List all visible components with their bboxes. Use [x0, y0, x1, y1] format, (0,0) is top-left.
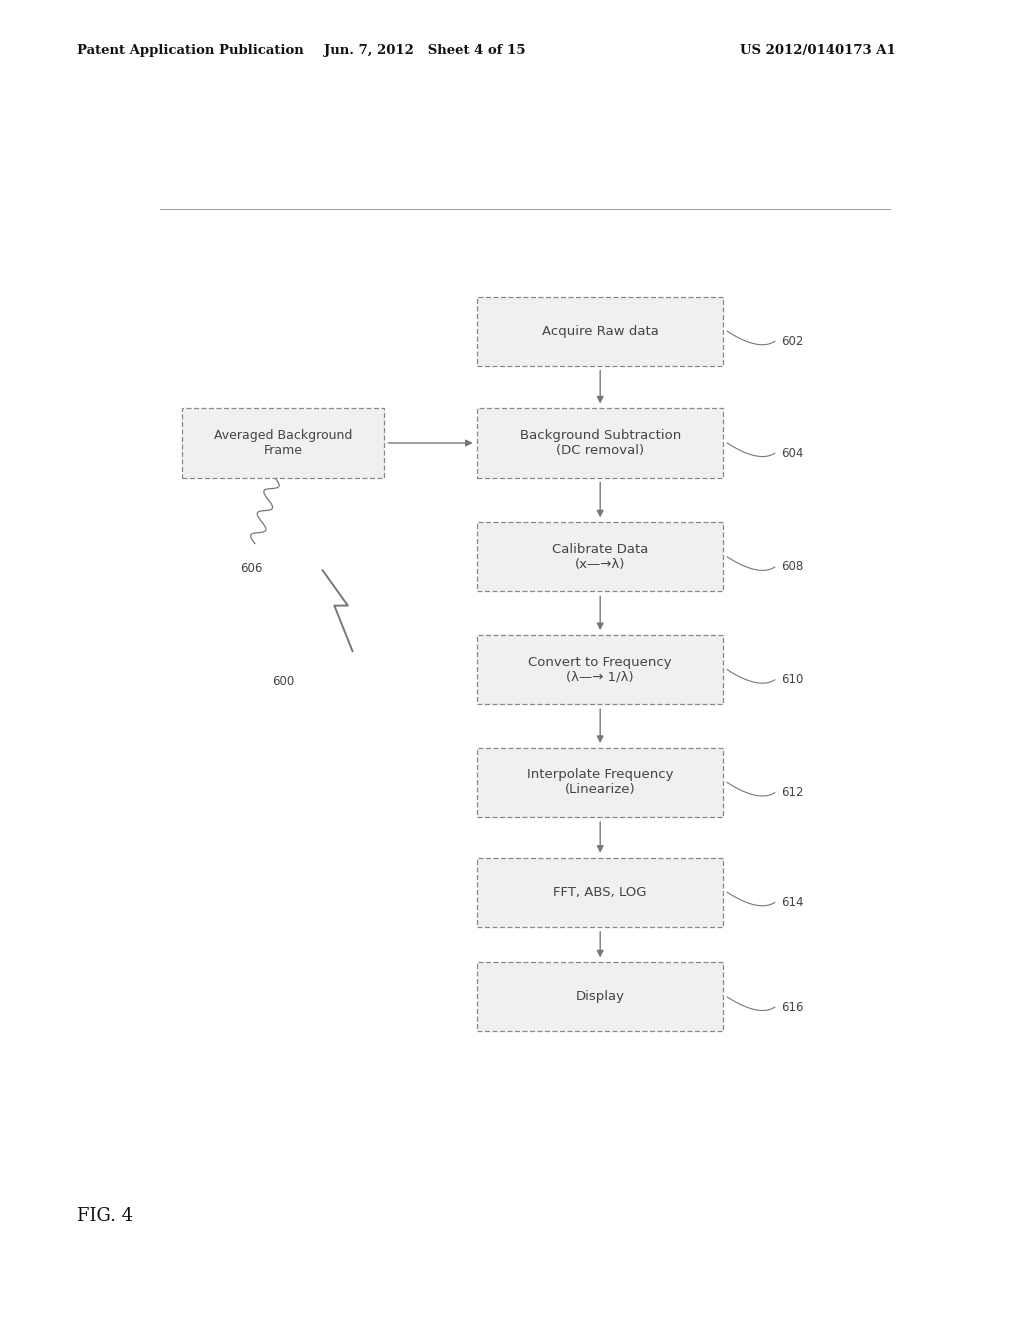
- Text: Jun. 7, 2012   Sheet 4 of 15: Jun. 7, 2012 Sheet 4 of 15: [325, 44, 525, 57]
- Text: 614: 614: [781, 896, 804, 909]
- Text: Acquire Raw data: Acquire Raw data: [542, 325, 658, 338]
- Text: 606: 606: [240, 562, 262, 576]
- Text: Background Subtraction
(DC removal): Background Subtraction (DC removal): [519, 429, 681, 457]
- FancyBboxPatch shape: [181, 408, 384, 478]
- Text: 610: 610: [781, 673, 804, 686]
- Text: 604: 604: [781, 446, 804, 459]
- Text: 608: 608: [781, 561, 804, 573]
- Text: Averaged Background
Frame: Averaged Background Frame: [214, 429, 352, 457]
- FancyBboxPatch shape: [477, 858, 723, 927]
- FancyBboxPatch shape: [477, 635, 723, 704]
- Text: Patent Application Publication: Patent Application Publication: [77, 44, 303, 57]
- Text: Display: Display: [575, 990, 625, 1003]
- Text: FIG. 4: FIG. 4: [77, 1206, 133, 1225]
- Text: FFT, ABS, LOG: FFT, ABS, LOG: [553, 886, 647, 899]
- Text: Calibrate Data
(x—→λ): Calibrate Data (x—→λ): [552, 543, 648, 570]
- Text: 600: 600: [271, 675, 294, 688]
- FancyBboxPatch shape: [477, 962, 723, 1031]
- FancyBboxPatch shape: [477, 408, 723, 478]
- Text: 602: 602: [781, 335, 804, 348]
- FancyBboxPatch shape: [477, 297, 723, 366]
- Text: US 2012/0140173 A1: US 2012/0140173 A1: [740, 44, 896, 57]
- FancyBboxPatch shape: [477, 523, 723, 591]
- Text: Convert to Frequency
(λ—→ 1/λ): Convert to Frequency (λ—→ 1/λ): [528, 656, 672, 684]
- Text: 612: 612: [781, 787, 804, 799]
- Text: Interpolate Frequency
(Linearize): Interpolate Frequency (Linearize): [527, 768, 674, 796]
- Text: 616: 616: [781, 1001, 804, 1014]
- FancyBboxPatch shape: [477, 748, 723, 817]
